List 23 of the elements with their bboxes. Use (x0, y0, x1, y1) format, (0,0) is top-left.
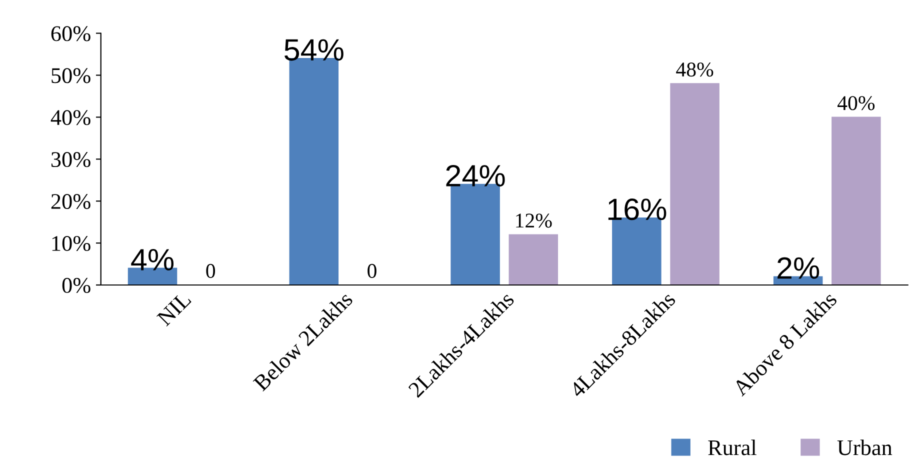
y-tick-label: 60% (51, 26, 90, 42)
data-label: 48% (676, 62, 714, 77)
bar (670, 83, 720, 285)
data-label: 24% (446, 164, 505, 186)
data-label: 4% (131, 249, 174, 270)
data-label: 0 (206, 264, 216, 278)
data-label: 16% (608, 198, 666, 220)
y-tick-label: 30% (51, 152, 90, 168)
y-tick-label: 50% (52, 68, 90, 84)
data-label: 2% (778, 257, 820, 279)
x-tick-label: NIL (156, 291, 192, 326)
y-tick-label: 20% (51, 194, 90, 210)
y-tick-label: 40% (50, 110, 90, 126)
data-label: 12% (516, 214, 552, 228)
data-label: 0 (368, 264, 376, 278)
y-tick-label: 10% (52, 236, 90, 252)
data-label: 54% (284, 39, 344, 61)
y-tick-label: 0% (62, 278, 90, 293)
bar (508, 234, 558, 285)
bar (832, 116, 881, 285)
legend-label: Urban (837, 440, 892, 456)
data-label: 40% (838, 96, 875, 110)
legend-label: Rural (708, 440, 756, 456)
